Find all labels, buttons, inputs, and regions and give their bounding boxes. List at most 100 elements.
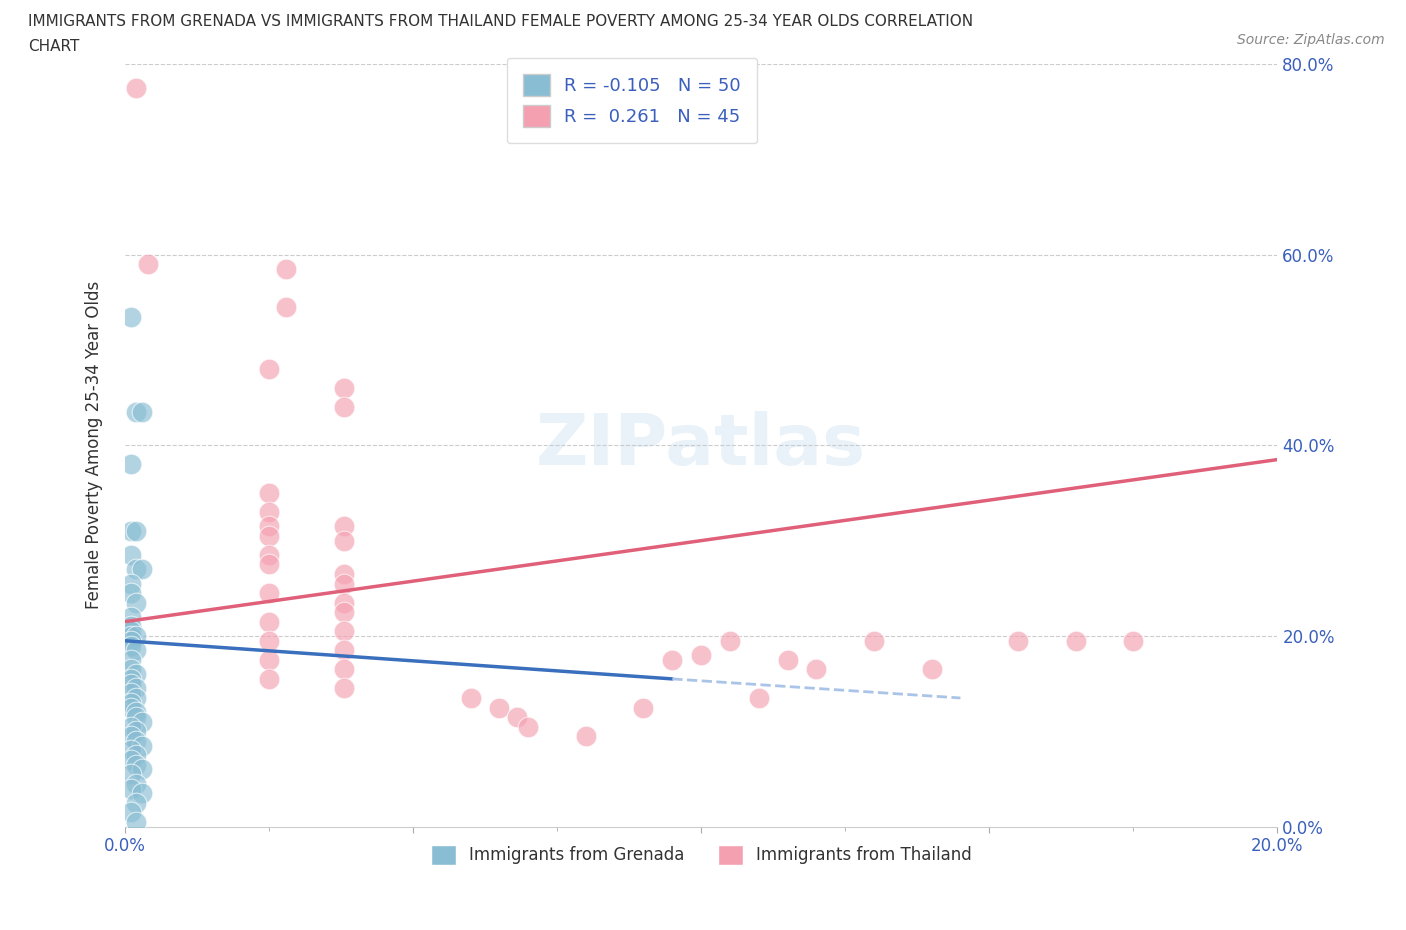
Point <box>748 691 770 706</box>
Point <box>333 595 356 610</box>
Point <box>125 705 148 720</box>
Point <box>333 662 356 677</box>
Point <box>517 719 540 734</box>
Point <box>120 781 142 796</box>
Point <box>136 257 159 272</box>
Point <box>120 662 142 677</box>
Text: ZIPatlas: ZIPatlas <box>536 411 866 480</box>
Point <box>125 795 148 810</box>
Point <box>125 724 148 738</box>
Point <box>276 299 298 314</box>
Text: IMMIGRANTS FROM GRENADA VS IMMIGRANTS FROM THAILAND FEMALE POVERTY AMONG 25-34 Y: IMMIGRANTS FROM GRENADA VS IMMIGRANTS FR… <box>28 14 973 29</box>
Point <box>120 638 142 653</box>
Point <box>120 619 142 634</box>
Point <box>120 629 142 644</box>
Point <box>125 815 148 830</box>
Point <box>333 566 356 581</box>
Point <box>333 380 356 395</box>
Point <box>633 700 655 715</box>
Point <box>863 633 886 648</box>
Point <box>333 519 356 534</box>
Point <box>125 524 148 538</box>
Point <box>257 485 280 500</box>
Point <box>125 681 148 696</box>
Legend: Immigrants from Grenada, Immigrants from Thailand: Immigrants from Grenada, Immigrants from… <box>423 838 979 871</box>
Point <box>505 710 527 724</box>
Point <box>921 662 943 677</box>
Point <box>718 633 741 648</box>
Point <box>125 667 148 682</box>
Point <box>120 676 142 691</box>
Point <box>125 777 148 791</box>
Point <box>120 309 142 324</box>
Point <box>120 457 142 472</box>
Point <box>120 729 142 744</box>
Point <box>690 647 713 662</box>
Point <box>460 691 482 706</box>
Point <box>1122 633 1144 648</box>
Point <box>125 691 148 706</box>
Point <box>125 629 148 644</box>
Point <box>131 786 153 801</box>
Point <box>776 652 799 667</box>
Point <box>120 633 142 648</box>
Point <box>257 652 280 667</box>
Point <box>333 576 356 591</box>
Point <box>120 805 142 820</box>
Text: CHART: CHART <box>28 39 80 54</box>
Point <box>131 562 153 577</box>
Point <box>131 405 153 419</box>
Point <box>488 700 510 715</box>
Point <box>257 557 280 572</box>
Point <box>333 604 356 619</box>
Point <box>120 719 142 734</box>
Point <box>333 624 356 639</box>
Point <box>257 548 280 563</box>
Point <box>333 533 356 548</box>
Point <box>661 652 683 667</box>
Point <box>1007 633 1029 648</box>
Point <box>125 643 148 658</box>
Point <box>257 505 280 520</box>
Point <box>333 400 356 415</box>
Point <box>120 576 142 591</box>
Point <box>120 624 142 639</box>
Point <box>257 362 280 377</box>
Point <box>125 748 148 763</box>
Point <box>125 734 148 749</box>
Point <box>333 643 356 658</box>
Point <box>120 685 142 700</box>
Y-axis label: Female Poverty Among 25-34 Year Olds: Female Poverty Among 25-34 Year Olds <box>86 281 103 609</box>
Point <box>333 681 356 696</box>
Point <box>575 729 598 744</box>
Point <box>120 743 142 758</box>
Point <box>120 752 142 767</box>
Point <box>257 633 280 648</box>
Point <box>120 700 142 715</box>
Point <box>125 80 148 95</box>
Point <box>120 586 142 601</box>
Point <box>1064 633 1087 648</box>
Point <box>131 762 153 777</box>
Point <box>806 662 828 677</box>
Point <box>120 524 142 538</box>
Point <box>120 548 142 563</box>
Point <box>120 652 142 667</box>
Point <box>120 696 142 711</box>
Point <box>131 714 153 729</box>
Point <box>257 528 280 543</box>
Point <box>125 562 148 577</box>
Point <box>125 757 148 772</box>
Point <box>131 738 153 753</box>
Point <box>257 671 280 686</box>
Point <box>276 261 298 276</box>
Point <box>125 595 148 610</box>
Point <box>120 609 142 624</box>
Point <box>257 614 280 629</box>
Point <box>257 519 280 534</box>
Point <box>125 405 148 419</box>
Point <box>125 710 148 724</box>
Text: Source: ZipAtlas.com: Source: ZipAtlas.com <box>1237 33 1385 46</box>
Point <box>120 767 142 782</box>
Point <box>120 671 142 686</box>
